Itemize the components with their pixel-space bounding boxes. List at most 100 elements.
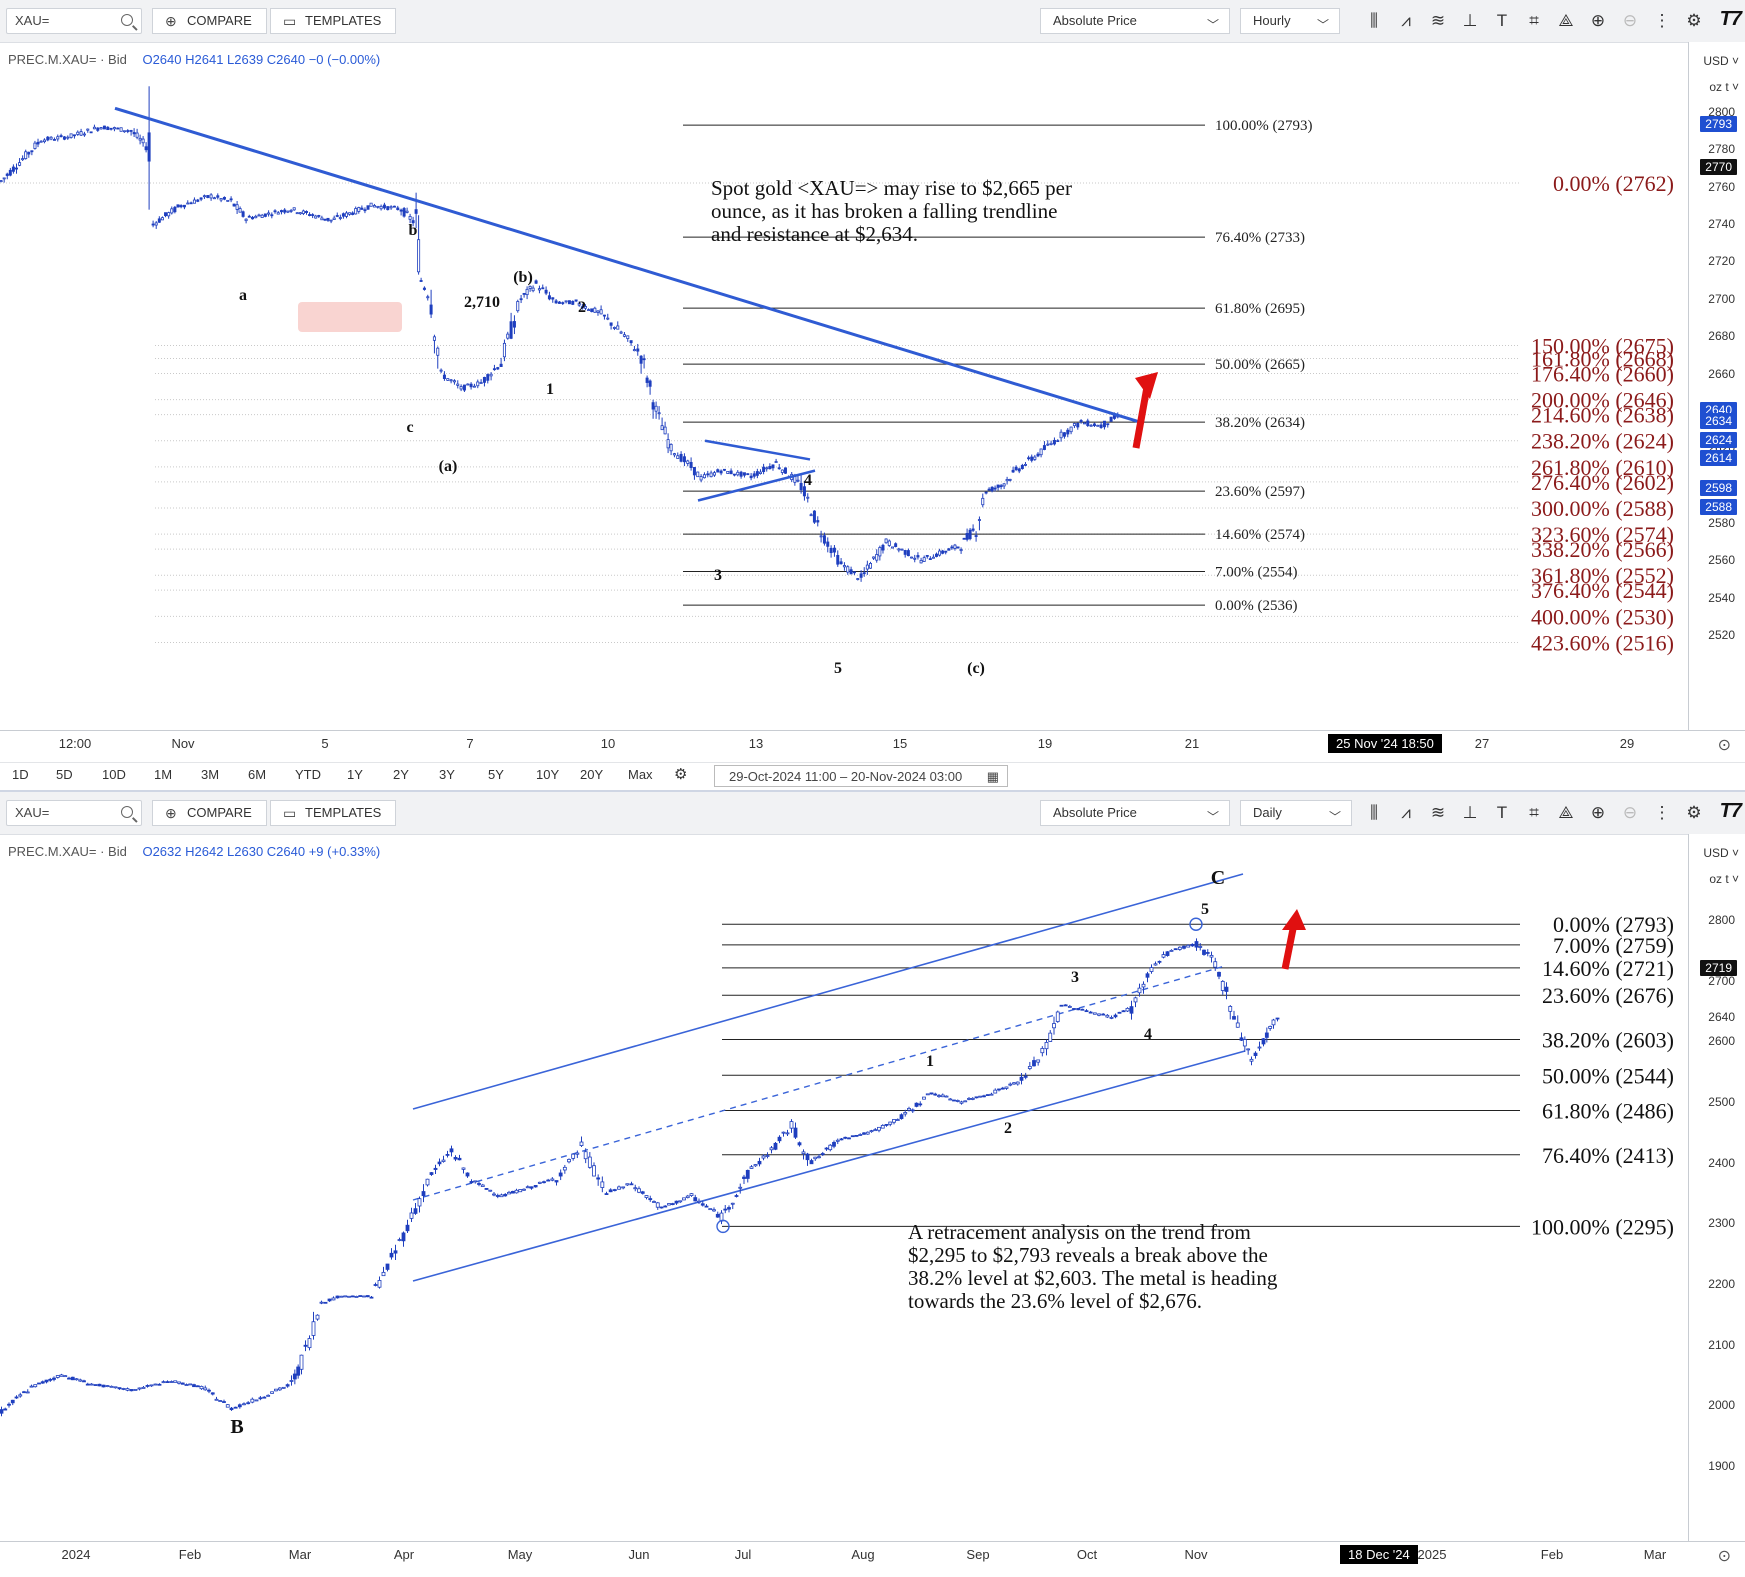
time-cursor-label: 25 Nov '24 18:50 (1328, 734, 1442, 753)
candle-body (832, 1142, 836, 1147)
indicators-icon[interactable]: ≋ (1430, 803, 1446, 822)
candle-body (78, 1379, 83, 1382)
candle-body (1079, 420, 1083, 423)
candle-body (609, 322, 613, 326)
candle-body (469, 1181, 474, 1184)
candle-body (311, 1321, 316, 1336)
candle-body (207, 1389, 211, 1392)
range-button-2y[interactable]: 2Y (393, 767, 409, 782)
candle-body (715, 1213, 720, 1218)
templates-button[interactable]: ▭ TEMPLATES (270, 800, 397, 826)
compare-button[interactable]: ⊕ COMPARE (152, 800, 267, 826)
range-button-10d[interactable]: 10D (102, 767, 126, 782)
range-button-20y[interactable]: 20Y (580, 767, 604, 782)
wave-label: 5 (834, 660, 842, 677)
candle-body (546, 1179, 551, 1182)
search-icon[interactable] (121, 806, 133, 818)
candle-body (813, 1156, 818, 1160)
date-range-picker[interactable]: 29-Oct-2024 11:00 – 20-Nov-2024 03:00 ▦ (714, 765, 1008, 787)
candle-body (184, 1384, 189, 1386)
shape-tool-icon[interactable]: ⌗ (1529, 803, 1539, 822)
candle-body (729, 470, 733, 475)
pattern-tool-icon[interactable]: ⟁ (1558, 11, 1574, 30)
line-chart-icon[interactable]: ⩘ (1401, 11, 1411, 30)
candle-body (985, 1094, 990, 1096)
time-axis[interactable]: 12:00 Nov 5 7 10 13 15 19 21 27 29 25 Nov '24 18:5… (0, 730, 1745, 757)
hourly-price-plot[interactable]: 0.00% (2762) 150.00% (2675)161.80% (2668)… (0, 42, 1688, 730)
range-button-1y[interactable]: 1Y (347, 767, 363, 782)
candle-body (1040, 1048, 1045, 1054)
candlestick-icon[interactable]: ⫼ (1370, 11, 1378, 30)
symbol-search-input[interactable]: XAU= (6, 8, 142, 34)
candle-body (82, 133, 86, 136)
range-button-6m[interactable]: 6M (248, 767, 267, 782)
symbol-search-input[interactable]: XAU= (6, 800, 142, 826)
indicators-icon[interactable]: ≋ (1430, 11, 1446, 30)
candle-body (990, 486, 994, 492)
candle-body (170, 208, 174, 214)
compare-button[interactable]: ⊕ COMPARE (152, 8, 267, 34)
plus-circle-icon: ⊕ (165, 13, 177, 29)
candle-body (1202, 949, 1206, 955)
wave-label: 4 (804, 472, 812, 489)
more-icon[interactable]: ⋮ (1653, 11, 1671, 30)
price-axis[interactable]: USD ˅ oz t ˅ 2800 2700 2640 2600 2500 2400 230… (1688, 834, 1745, 1541)
candle-body (1235, 1022, 1240, 1028)
axis-settings-icon[interactable]: ⊙ (1717, 737, 1731, 754)
candlestick-icon[interactable]: ⫼ (1370, 803, 1378, 822)
range-button-max[interactable]: Max (628, 767, 653, 782)
range-button-1d[interactable]: 1D (12, 767, 29, 782)
axis-settings-icon[interactable]: ⊙ (1717, 1548, 1731, 1565)
candle-body (950, 546, 954, 549)
range-button-5y[interactable]: 5Y (488, 767, 504, 782)
crosshair-icon[interactable]: ⊥ (1462, 803, 1478, 822)
candle-body (182, 204, 186, 208)
zoom-in-icon[interactable]: ⊕ (1590, 11, 1606, 30)
unit-select[interactable]: oz t ˅ (1709, 872, 1739, 886)
candle-body (461, 1167, 466, 1170)
zoom-out-icon[interactable]: ⊖ (1622, 11, 1638, 30)
candle-body (1209, 954, 1214, 958)
gear-icon[interactable]: ⚙ (1686, 11, 1702, 30)
gear-icon[interactable]: ⚙ (1686, 803, 1702, 822)
price-type-select[interactable]: Absolute Price ﹀ (1040, 800, 1230, 826)
range-button-10y[interactable]: 10Y (536, 767, 560, 782)
candle-body (429, 304, 433, 315)
shape-tool-icon[interactable]: ⌗ (1529, 11, 1539, 30)
symbol-value: XAU= (15, 805, 50, 820)
zoom-in-icon[interactable]: ⊕ (1590, 803, 1606, 822)
instrument-name: PREC.M.XAU= · Bid (8, 52, 127, 67)
range-button-1m[interactable]: 1M (154, 767, 173, 782)
interval-select[interactable]: Hourly ﹀ (1240, 8, 1340, 34)
daily-price-plot[interactable]: 0.00% (2793)7.00% (2759)14.60% (2721)23.… (0, 834, 1688, 1541)
zoom-out-icon[interactable]: ⊖ (1622, 803, 1638, 822)
price-type-select[interactable]: Absolute Price ﹀ (1040, 8, 1230, 34)
range-button-3y[interactable]: 3Y (439, 767, 455, 782)
range-settings-icon[interactable]: ⚙ (674, 766, 688, 783)
currency-select[interactable]: USD ˅ (1703, 846, 1739, 860)
unit-select[interactable]: oz t ˅ (1709, 80, 1739, 94)
candle-body (1102, 420, 1106, 428)
price-axis[interactable]: USD ˅ oz t ˅ 2800 2780 2760 2740 2720 2700 268… (1688, 42, 1745, 730)
more-icon[interactable]: ⋮ (1653, 803, 1671, 822)
interval-select[interactable]: Daily ﹀ (1240, 800, 1352, 826)
line-chart-icon[interactable]: ⩘ (1401, 803, 1411, 822)
crosshair-icon[interactable]: ⊥ (1462, 11, 1478, 30)
search-icon[interactable] (121, 14, 133, 26)
range-button-5d[interactable]: 5D (56, 767, 73, 782)
text-tool-icon[interactable]: T (1496, 803, 1508, 822)
text-tool-icon[interactable]: T (1496, 11, 1508, 30)
candle-body (956, 546, 960, 549)
range-button-3m[interactable]: 3M (201, 767, 220, 782)
pattern-tool-icon[interactable]: ⟁ (1558, 803, 1574, 822)
currency-select[interactable]: USD ˅ (1703, 54, 1739, 68)
candle-body (593, 307, 597, 313)
price-badge: 2624 (1700, 431, 1737, 448)
time-axis[interactable]: 2024 Feb Mar Apr May Jun Jul Aug Sep Oct Nov 2025 Fe… (0, 1541, 1745, 1568)
templates-button[interactable]: ▭ TEMPLATES (270, 8, 397, 34)
range-button-ytd[interactable]: YTD (295, 767, 321, 782)
candle-body (167, 212, 171, 217)
candle-body (877, 1126, 881, 1131)
candle-body (212, 197, 216, 200)
candle-body (254, 215, 258, 219)
